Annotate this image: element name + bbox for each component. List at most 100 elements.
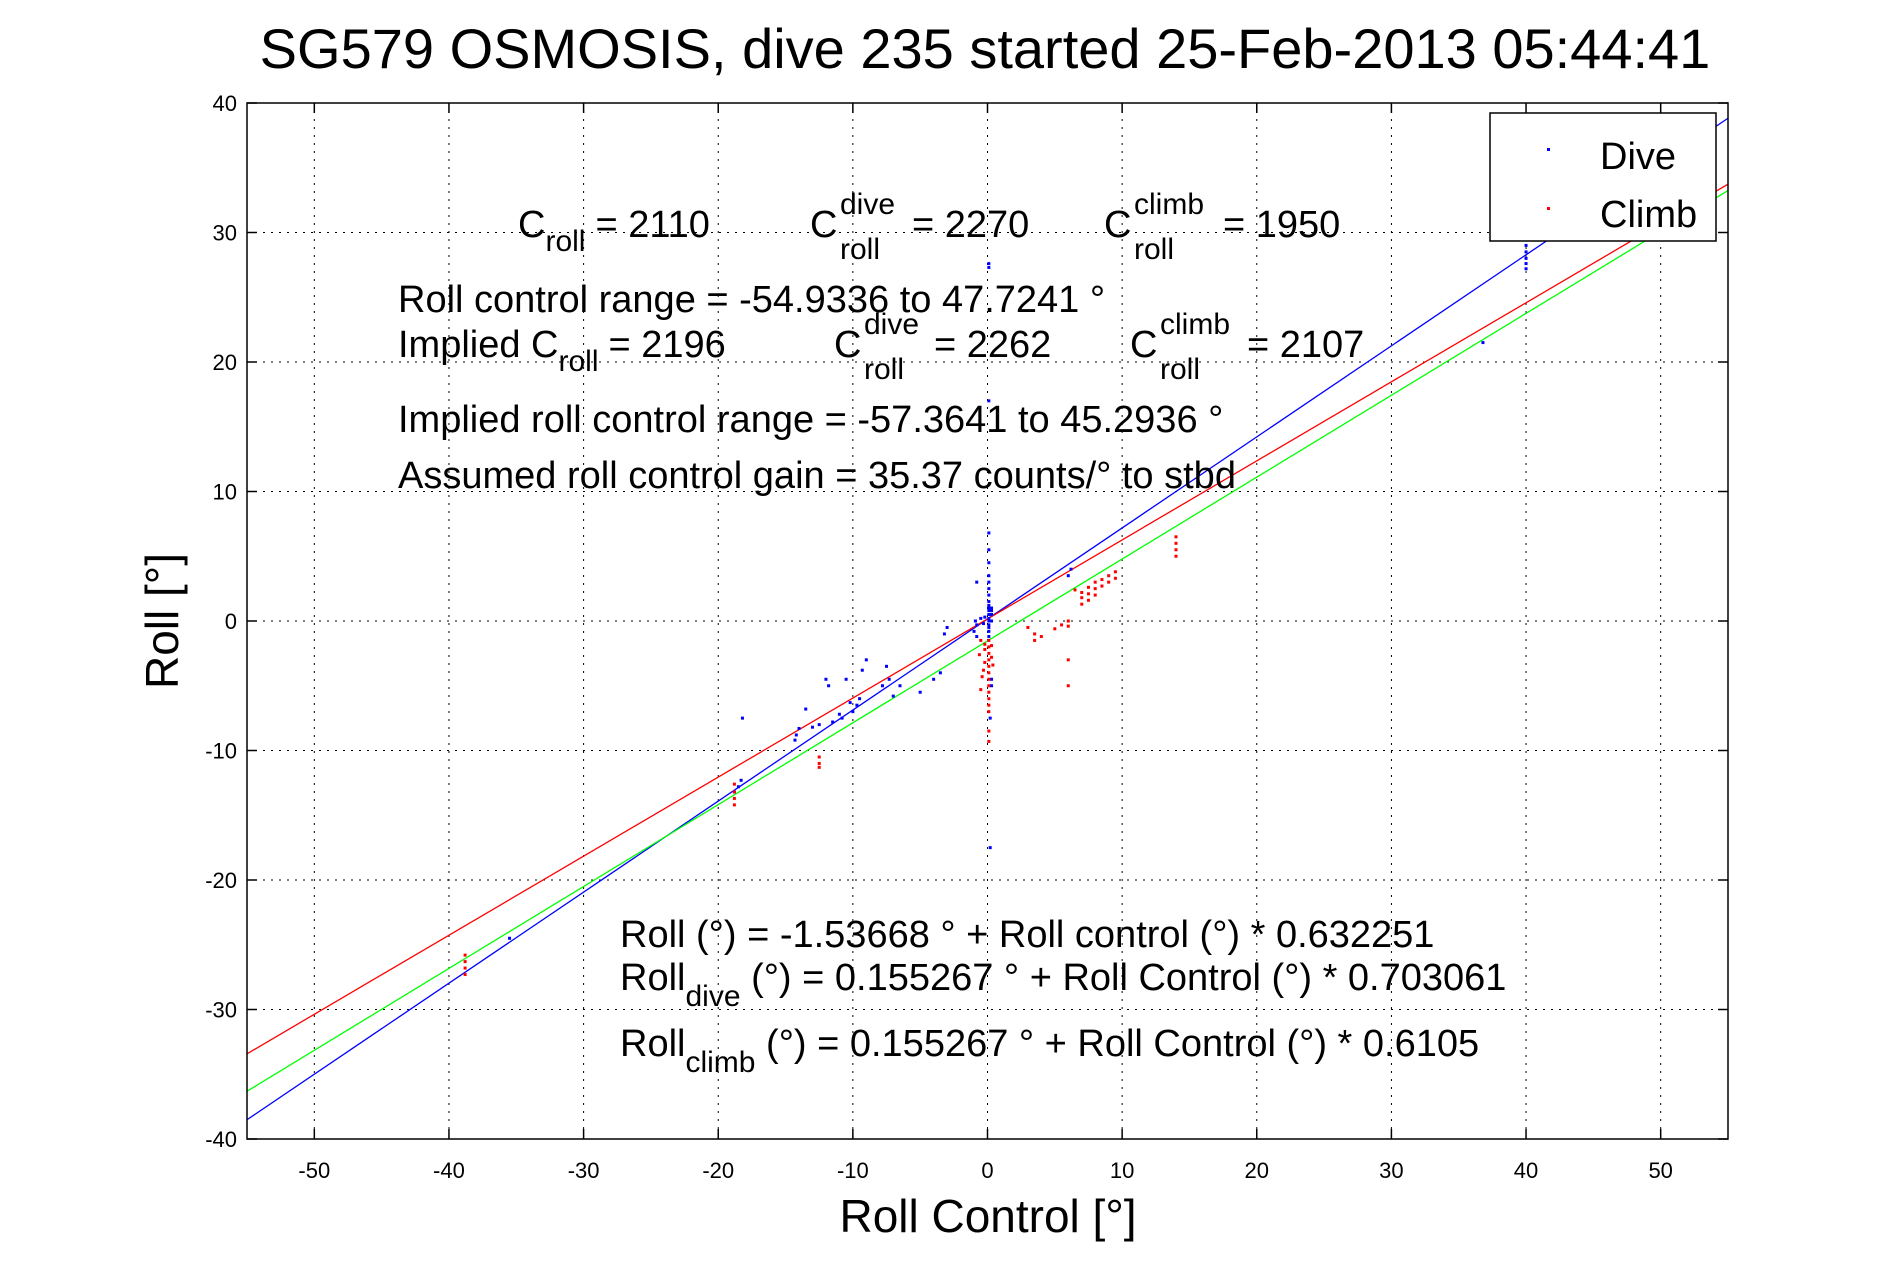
data-point bbox=[987, 616, 991, 620]
data-point bbox=[987, 548, 991, 552]
implied-c-roll-value: = 2196 bbox=[609, 324, 726, 366]
data-point bbox=[987, 645, 991, 649]
data-point bbox=[463, 953, 467, 957]
x-tick-label: 10 bbox=[1110, 1158, 1134, 1183]
implied-c-roll-dive-sup: dive bbox=[864, 308, 919, 341]
data-point bbox=[987, 531, 991, 535]
data-point bbox=[1524, 256, 1528, 260]
data-point bbox=[1113, 576, 1117, 580]
data-point bbox=[1066, 624, 1070, 628]
c-roll-sub: roll bbox=[545, 225, 585, 258]
data-point bbox=[987, 651, 991, 655]
data-point bbox=[990, 655, 994, 659]
data-point bbox=[987, 697, 991, 701]
data-point bbox=[1100, 578, 1104, 582]
data-point bbox=[887, 677, 891, 681]
data-point bbox=[794, 733, 798, 737]
data-point bbox=[898, 684, 902, 688]
implied-roll-control-range: Implied roll control range = -57.3641 to… bbox=[398, 399, 1223, 441]
data-point bbox=[1174, 541, 1178, 545]
c-roll-base: C bbox=[518, 204, 545, 246]
data-point bbox=[987, 710, 991, 714]
data-point bbox=[987, 619, 991, 623]
legend-climb-marker bbox=[1547, 207, 1550, 210]
data-point bbox=[1033, 638, 1037, 642]
x-tick-label: -40 bbox=[433, 1158, 465, 1183]
y-tick-label: 30 bbox=[213, 221, 237, 246]
data-point bbox=[804, 707, 808, 711]
implied-c-roll-climb-sup: climb bbox=[1160, 308, 1230, 341]
plot-area: -50 -40 -30 -20 -10 0 10 20 30 40 50 -40 -30 -20 -10 0 1… bbox=[205, 91, 1729, 1183]
data-point bbox=[990, 677, 994, 681]
data-point bbox=[983, 647, 987, 651]
implied-c-roll-dive-value: = 2262 bbox=[934, 324, 1051, 366]
data-point bbox=[945, 625, 949, 629]
legend-dive-marker bbox=[1547, 148, 1550, 151]
annotations: Croll = 2110 C dive roll = 2270 C climb r… bbox=[398, 188, 1506, 1079]
data-point bbox=[977, 653, 981, 657]
data-point bbox=[1174, 554, 1178, 558]
legend-box bbox=[1489, 112, 1717, 242]
data-point bbox=[975, 635, 979, 639]
data-point bbox=[1093, 593, 1097, 597]
data-point bbox=[858, 697, 862, 701]
data-point bbox=[987, 265, 991, 269]
data-point bbox=[988, 846, 992, 850]
data-point bbox=[938, 671, 942, 675]
y-tick-label: -40 bbox=[205, 1127, 237, 1152]
data-point bbox=[979, 638, 983, 642]
data-point bbox=[732, 803, 736, 807]
data-point bbox=[1524, 243, 1528, 247]
data-point bbox=[987, 739, 991, 743]
data-point bbox=[1093, 580, 1097, 584]
c-roll-dive-value: = 2270 bbox=[912, 204, 1029, 246]
data-point bbox=[1026, 625, 1030, 629]
chart-title: SG579 OSMOSIS, dive 235 started 25-Feb-2… bbox=[260, 17, 1711, 80]
c-roll-annotation: Croll = 2110 bbox=[518, 204, 710, 258]
data-point bbox=[987, 684, 991, 688]
data-point bbox=[991, 663, 995, 667]
equation-dive-sub: dive bbox=[685, 980, 740, 1013]
data-point bbox=[973, 619, 977, 623]
data-point bbox=[990, 609, 994, 613]
data-point bbox=[831, 720, 835, 724]
data-point bbox=[817, 761, 821, 765]
data-point bbox=[740, 716, 744, 720]
equation-dive-base: Roll bbox=[620, 957, 685, 999]
data-point bbox=[975, 623, 979, 627]
data-point bbox=[987, 625, 991, 629]
data-point bbox=[810, 725, 814, 729]
data-point bbox=[797, 726, 801, 730]
data-point bbox=[987, 593, 991, 597]
c-roll-dive-sup: dive bbox=[840, 188, 895, 221]
data-point bbox=[987, 638, 991, 642]
data-point bbox=[817, 723, 821, 727]
x-tick-label: -10 bbox=[837, 1158, 869, 1183]
data-point bbox=[942, 632, 946, 636]
data-point bbox=[990, 619, 994, 623]
data-points bbox=[463, 243, 1528, 977]
data-point bbox=[891, 694, 895, 698]
data-point bbox=[979, 616, 983, 620]
data-point bbox=[987, 677, 991, 681]
equation-dive: Rolldive (°) = 0.155267 ° + Roll Control… bbox=[620, 957, 1506, 1013]
implied-c-roll: Implied Croll = 2196 bbox=[398, 324, 726, 378]
data-point bbox=[885, 664, 889, 668]
data-point bbox=[851, 710, 855, 714]
data-point bbox=[988, 716, 992, 720]
legend: Dive Climb bbox=[1489, 112, 1717, 242]
data-point bbox=[990, 606, 994, 610]
c-roll-climb-base: C bbox=[1104, 204, 1131, 246]
data-point bbox=[837, 712, 841, 716]
data-point bbox=[1524, 250, 1528, 254]
x-axis-label: Roll Control [°] bbox=[839, 1190, 1136, 1242]
data-point bbox=[1107, 580, 1111, 584]
y-tick-label: -20 bbox=[205, 868, 237, 893]
data-point bbox=[987, 606, 991, 610]
data-point bbox=[987, 574, 991, 578]
data-point bbox=[1066, 684, 1070, 688]
y-tick-label: 20 bbox=[213, 350, 237, 375]
data-point bbox=[880, 684, 884, 688]
y-tick-label: -10 bbox=[205, 739, 237, 764]
